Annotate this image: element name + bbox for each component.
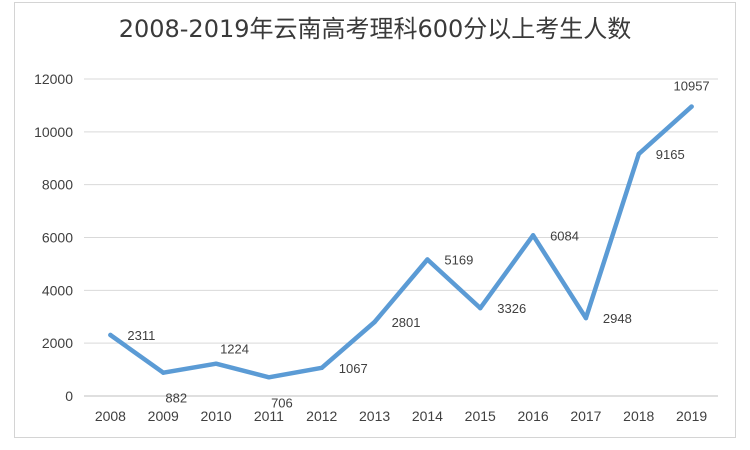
x-tick-label: 2010 [201,408,232,424]
x-tick-label: 2009 [148,408,179,424]
data-label: 882 [165,391,187,406]
x-tick-label: 2008 [95,408,126,424]
data-label: 1224 [220,342,249,357]
x-tick-label: 2011 [254,408,284,424]
y-tick-label: 10000 [34,124,73,140]
x-tick-label: 2018 [623,408,654,424]
x-tick-label: 2017 [570,408,601,424]
data-label: 1067 [339,361,368,376]
data-point [372,319,377,325]
data-label: 10957 [674,79,710,94]
y-tick-label: 8000 [42,177,73,193]
y-tick-label: 0 [65,388,73,404]
data-point [425,257,430,262]
chart-title: 2008-2019年云南高考理科600分以上考生人数 [118,15,632,43]
x-tick-label: 2016 [518,408,549,424]
data-point [636,151,641,157]
data-point [213,361,219,366]
data-label: 5169 [444,252,473,267]
data-label: 2801 [392,315,421,330]
x-tick-label: 2019 [676,408,707,424]
data-point [689,104,694,109]
y-tick-label: 4000 [42,282,73,298]
x-tick-label: 2014 [412,408,443,424]
x-tick-label: 2013 [359,408,390,424]
data-label: 2948 [603,311,632,326]
data-label: 706 [271,395,293,410]
x-tick-label: 2015 [465,408,496,424]
y-tick-label: 6000 [42,230,73,246]
data-point [161,370,166,375]
x-tick-label: 2012 [306,408,337,424]
series-line [108,104,694,380]
data-point [319,365,324,371]
data-label: 9165 [656,147,685,162]
data-label: 3326 [497,301,526,316]
data-point [266,375,272,380]
data-label: 2311 [127,328,155,343]
data-label: 6084 [550,228,579,243]
data-point [108,332,113,338]
data-point [478,305,483,311]
data-point [583,315,589,321]
data-point [530,233,536,238]
y-tick-label: 2000 [42,335,73,351]
y-tick-label: 12000 [34,71,73,87]
